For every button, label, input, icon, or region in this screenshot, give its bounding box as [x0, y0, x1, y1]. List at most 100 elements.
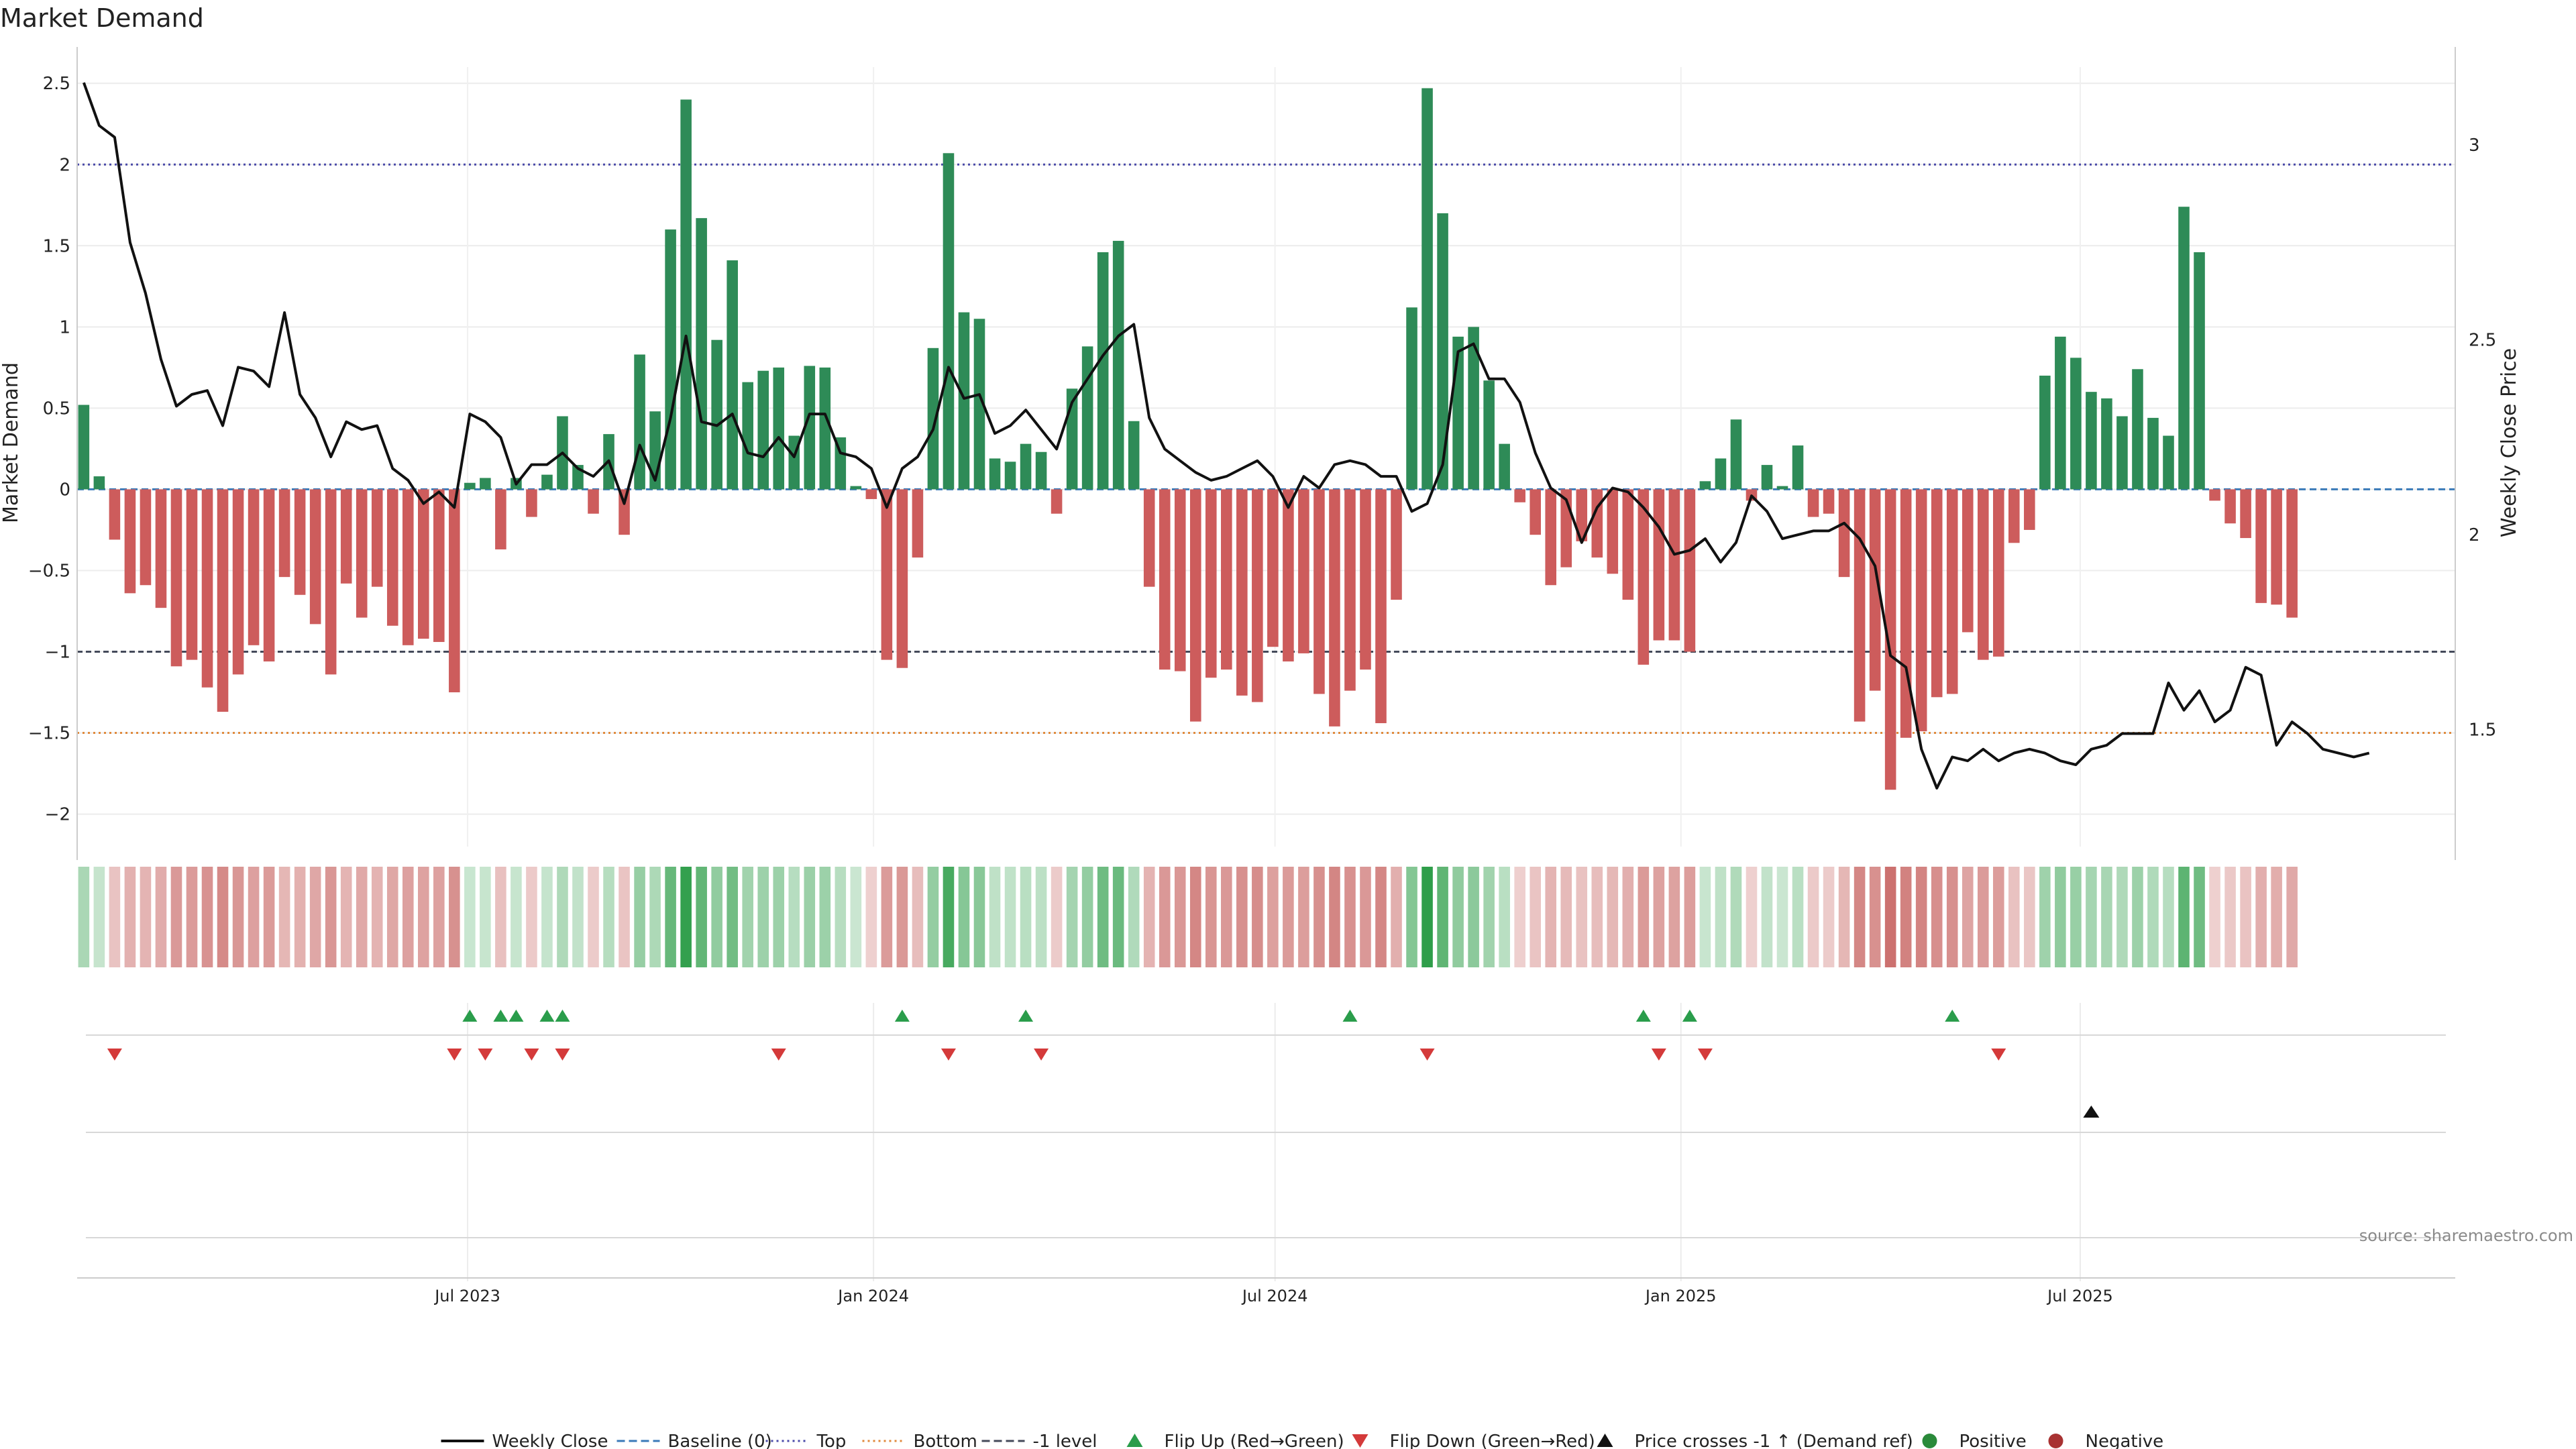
heat-strip-cell — [402, 867, 414, 967]
heat-strip-cell — [78, 867, 90, 967]
heat-strip-cell — [1838, 867, 1850, 967]
heat-strip-cell — [1128, 867, 1140, 967]
heat-strip-cell — [1283, 867, 1294, 967]
demand-bar — [1545, 489, 1557, 586]
demand-bar — [495, 489, 506, 549]
demand-bar — [835, 437, 847, 490]
demand-bar — [1097, 252, 1109, 490]
heat-strip-cell — [109, 867, 121, 967]
heat-strip-cell — [2055, 867, 2066, 967]
heat-strip-cell — [1112, 867, 1124, 967]
demand-bar — [1792, 445, 1804, 490]
demand-bar — [1174, 489, 1186, 672]
demand-bar — [109, 489, 121, 540]
heat-strip-cell — [557, 867, 568, 967]
heat-strip-cell — [93, 867, 105, 967]
y2-tick-label: 2.5 — [2469, 331, 2496, 351]
demand-bar — [2271, 489, 2282, 605]
heat-strip-cell — [804, 867, 816, 967]
demand-bar — [1529, 489, 1541, 535]
left-y-axis: 2.5 2 1.5 1 0.5 0 −0.5 −1 −1.5 −2 — [28, 47, 78, 860]
demand-bar — [711, 339, 722, 490]
flip-up-marker — [894, 1010, 910, 1022]
demand-bar — [1977, 489, 1989, 660]
heat-strip-cell — [1915, 867, 1927, 967]
heat-strip-cell — [1761, 867, 1773, 967]
heat-strip-cell — [2147, 867, 2159, 967]
heat-strip-cell — [1576, 867, 1588, 967]
demand-bar — [278, 489, 290, 578]
demand-bar — [1143, 489, 1155, 587]
demand-bar — [232, 489, 244, 675]
heat-strip-cell — [1792, 867, 1804, 967]
heat-strip-cell — [217, 867, 229, 967]
demand-bar — [1329, 489, 1340, 727]
demand-bar — [742, 382, 753, 490]
chart-title: Market Demand — [0, 3, 204, 33]
demand-bar — [1514, 489, 1525, 502]
y-tick-label: −0.5 — [28, 561, 70, 581]
heat-strip-cell — [2101, 867, 2112, 967]
demand-bar — [1653, 489, 1665, 641]
heat-strip-cell — [1252, 867, 1263, 967]
heat-strip-cell — [2086, 867, 2097, 967]
heat-strip-cell — [325, 867, 337, 967]
legend-swatch — [1922, 1434, 1937, 1448]
demand-bar — [1128, 421, 1140, 490]
demand-bar — [865, 489, 877, 499]
demand-bar — [2255, 489, 2267, 603]
demand-bar — [1622, 489, 1634, 600]
demand-bar — [1946, 489, 1958, 694]
demand-bar — [1159, 489, 1171, 670]
legend-item: Price crosses -1 ↑ (Demand ref) — [1597, 1432, 1913, 1449]
y-tick-label: 0.5 — [43, 398, 70, 419]
demand-bar — [2132, 369, 2143, 490]
flip-down-marker — [478, 1049, 493, 1061]
heat-strip-cell — [835, 867, 847, 967]
heat-strip-cell — [1020, 867, 1032, 967]
demand-bar — [1807, 489, 1819, 517]
flip-down-marker — [555, 1049, 570, 1061]
heat-strip-cell — [2194, 867, 2205, 967]
heat-strip-cell — [1622, 867, 1634, 967]
heat-strip-cell — [912, 867, 924, 967]
heat-strip-cell — [526, 867, 537, 967]
legend-label: Negative — [2086, 1432, 2164, 1449]
legend-swatch — [1597, 1434, 1613, 1447]
heat-strip-cell — [1962, 867, 1974, 967]
heat-strip-cell — [309, 867, 321, 967]
demand-bar — [155, 489, 167, 608]
legend-item: Positive — [1922, 1432, 2027, 1449]
demand-bar — [1499, 443, 1510, 490]
demand-bar — [1421, 88, 1433, 490]
heat-strip-cell — [1066, 867, 1078, 967]
legend-label: Flip Up (Red→Green) — [1165, 1432, 1344, 1449]
demand-bar — [1468, 327, 1479, 490]
demand-bar — [1406, 307, 1417, 490]
heat-strip-cell — [958, 867, 970, 967]
flip-down-marker — [524, 1049, 539, 1061]
heat-strip-cell — [170, 867, 182, 967]
heat-strip-cell — [665, 867, 676, 967]
heat-strip-cell — [232, 867, 244, 967]
x-axis: Jul 2023 Jan 2024 Jul 2024 Jan 2025 Jul 2025 — [77, 1277, 2455, 1305]
demand-bar — [309, 489, 321, 625]
demand-bar — [727, 260, 738, 490]
demand-bar — [1189, 489, 1201, 722]
heat-strip-cell — [1653, 867, 1665, 967]
heat-strip-cell — [1560, 867, 1572, 967]
price-cross-markers — [86, 1106, 2446, 1238]
demand-bar — [1283, 489, 1294, 662]
demand-bar — [1900, 489, 1912, 738]
heat-strip-cell — [464, 867, 476, 967]
demand-bar — [356, 489, 368, 618]
heat-strip-cell — [541, 867, 553, 967]
demand-bar — [1205, 489, 1217, 678]
demand-bar — [2240, 489, 2251, 539]
heat-strip-cell — [634, 867, 645, 967]
legend: Weekly Close Baseline (0) Top Bottom -1 leve… — [441, 1432, 2164, 1449]
demand-bar — [386, 489, 398, 626]
flip-up-marker — [1018, 1010, 1034, 1022]
legend-item: -1 level — [981, 1432, 1097, 1449]
